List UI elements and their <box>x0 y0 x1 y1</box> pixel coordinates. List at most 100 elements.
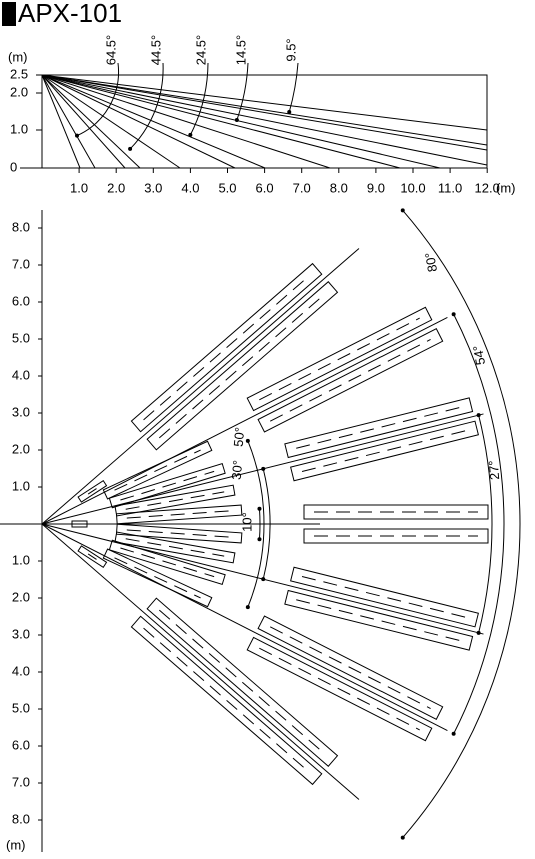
side-x-label: 1.0 <box>70 180 88 195</box>
zone <box>303 504 489 544</box>
zone-center <box>269 626 431 709</box>
zone-rect <box>77 545 108 569</box>
zone <box>108 539 226 585</box>
title-mark <box>2 2 16 26</box>
zone-rect <box>130 262 323 433</box>
arrow-head <box>451 312 456 317</box>
zone-rect <box>257 615 444 720</box>
beam-line <box>41 74 488 151</box>
ray <box>41 316 448 525</box>
side-angle-label: 44.5° <box>148 35 163 66</box>
zone-rect <box>146 597 339 767</box>
zone-center <box>143 275 310 421</box>
zone-rect <box>290 566 479 628</box>
zone-center <box>120 470 215 501</box>
zone-center <box>301 429 468 473</box>
zone-rect <box>108 539 226 585</box>
zone-center <box>301 575 468 619</box>
arrow-head <box>451 731 456 736</box>
arrow-head <box>128 146 133 151</box>
zone <box>284 397 479 482</box>
side-angle-label: 9.5° <box>283 38 298 61</box>
zone-center <box>143 627 310 773</box>
arrow-head <box>476 630 481 635</box>
zone <box>114 484 236 517</box>
top-y-unit: (m) <box>6 837 26 852</box>
top-angle-label: 50° <box>231 426 248 447</box>
beam-line <box>41 74 401 169</box>
beam-line <box>41 74 126 169</box>
zone <box>130 597 339 786</box>
zone-rect <box>130 615 323 786</box>
top-y-label: 4.0 <box>12 663 30 678</box>
title: APX-101 <box>18 0 122 28</box>
zone-rect <box>114 484 236 517</box>
top-angle-label: 27° <box>486 460 503 481</box>
zone-center <box>87 553 97 560</box>
zone-rect <box>71 520 88 528</box>
top-angle-label: 30° <box>229 459 246 480</box>
side-x-label: 7.0 <box>293 180 311 195</box>
side-y-label: 1.0 <box>10 121 28 136</box>
zone-center <box>120 547 215 578</box>
ray <box>41 248 360 525</box>
zone-center <box>87 488 97 495</box>
side-y-label: 2.5 <box>10 66 28 81</box>
top-angle-label: 10° <box>239 512 254 532</box>
side-angle-label: 14.5° <box>233 35 248 66</box>
zone-rect <box>257 328 444 433</box>
top-angle-label: 54° <box>470 344 488 366</box>
side-x-label: 10.0 <box>400 180 425 195</box>
zone <box>71 520 88 528</box>
arrow-head <box>188 132 193 137</box>
arrow-head <box>400 835 405 840</box>
arrow-head <box>245 438 250 443</box>
beam-line <box>41 74 181 169</box>
arrow-head <box>400 208 405 213</box>
side-x-label: 8.0 <box>330 180 348 195</box>
arrow-head <box>257 537 262 542</box>
zone-center <box>114 557 201 599</box>
top-y-label: 3.0 <box>12 626 30 641</box>
beam-line <box>41 74 236 169</box>
top-y-label: 6.0 <box>12 737 30 752</box>
angle-arc <box>258 508 261 540</box>
zone-rect <box>77 479 108 503</box>
arrow-head <box>261 577 266 582</box>
zone-center <box>114 449 201 491</box>
beam-line <box>41 74 96 169</box>
zone <box>102 440 213 500</box>
top-y-label: 2.0 <box>12 589 30 604</box>
side-x-label: 6.0 <box>256 180 274 195</box>
arrow-head <box>234 117 239 122</box>
angle-arrow <box>76 62 120 137</box>
zone <box>246 306 444 433</box>
angle-arrow <box>236 62 249 121</box>
top-y-label: 6.0 <box>12 293 30 308</box>
zone-center <box>158 609 326 755</box>
zone-rect <box>115 504 243 525</box>
side-x-label: 3.0 <box>144 180 162 195</box>
side-y-unit: (m) <box>8 49 28 64</box>
zone <box>102 548 213 608</box>
side-x-label: 5.0 <box>218 180 236 195</box>
zone-rect <box>102 440 213 500</box>
beam-line <box>41 74 331 169</box>
side-angle-label: 64.5° <box>103 35 118 66</box>
beam-line <box>41 74 441 169</box>
zone-center <box>126 510 232 519</box>
side-y-label: 2.0 <box>10 84 28 99</box>
zone <box>130 262 339 451</box>
top-y-label: 4.0 <box>12 367 30 382</box>
top-y-label: 3.0 <box>12 404 30 419</box>
zone-rect <box>290 420 479 482</box>
arrow-head <box>257 506 262 511</box>
zone <box>284 566 479 651</box>
angle-arc <box>247 440 265 608</box>
zone <box>77 545 108 569</box>
beam-line <box>41 74 488 131</box>
beam-line <box>41 74 141 169</box>
zone <box>108 463 226 509</box>
zone-rect <box>114 531 236 564</box>
top-y-label: 7.0 <box>12 256 30 271</box>
